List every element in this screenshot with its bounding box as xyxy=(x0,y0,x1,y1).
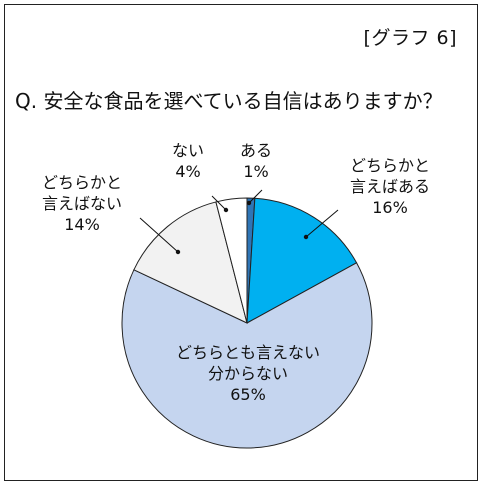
slice-label-dochiratomo: どちらとも言えない 分からない 65% xyxy=(176,343,321,404)
slice-label-nai: ない 4% xyxy=(172,141,205,181)
leader-line-3 xyxy=(211,195,227,211)
leader-dot-3 xyxy=(223,207,229,213)
leader-line-0 xyxy=(248,189,263,204)
pie-slice-4 xyxy=(215,197,248,324)
pie-slice-2 xyxy=(121,262,373,449)
leader-line-1 xyxy=(305,209,339,238)
chart-title: Q. 安全な食品を選べている自信はありますか？ xyxy=(15,89,443,113)
pie-slice-3 xyxy=(133,201,248,324)
graph-number-label: [グラフ 6] xyxy=(363,27,457,49)
leader-line-2 xyxy=(139,217,179,253)
slice-label-dochiraka-aru: どちらかと 言えばある 16% xyxy=(350,156,431,217)
leader-dot-0 xyxy=(246,200,252,206)
leader-dot-2 xyxy=(175,249,181,255)
pie-slice-1 xyxy=(246,197,358,324)
slice-label-aru: ある 1% xyxy=(240,141,273,181)
leader-dot-1 xyxy=(303,234,309,240)
slice-label-dochiraka-nai: どちらかと 言えばない 14% xyxy=(42,173,123,234)
